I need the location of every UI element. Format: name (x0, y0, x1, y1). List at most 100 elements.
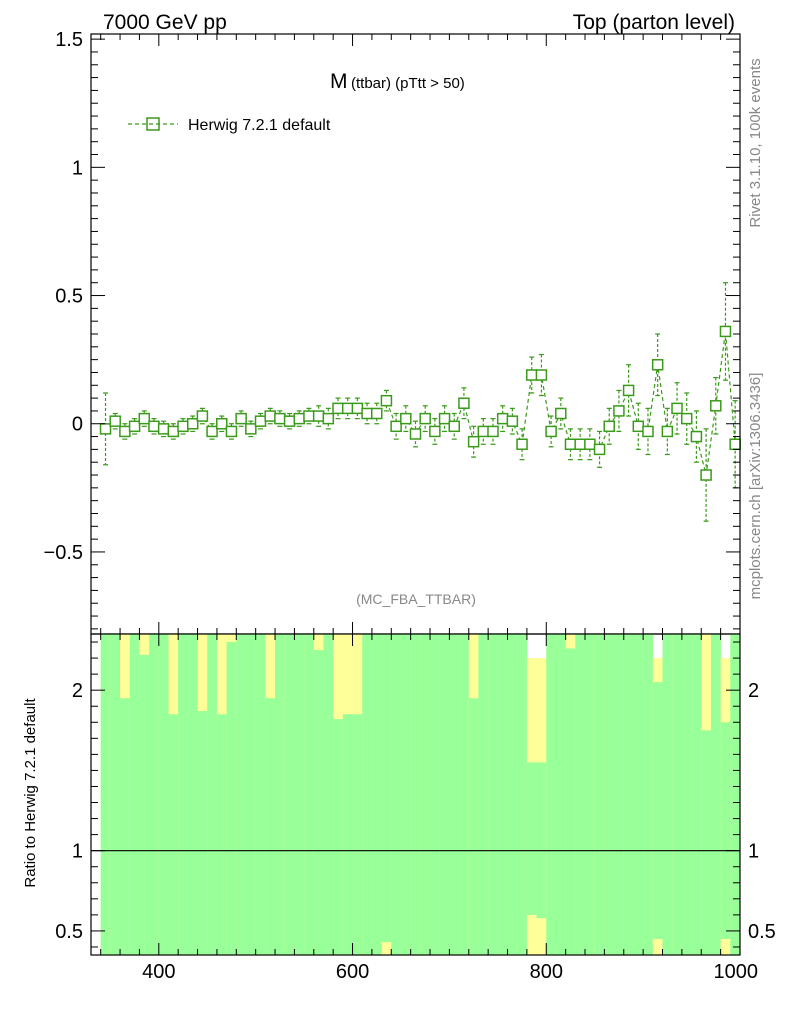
data-point (332, 402, 344, 415)
series-connecting-line (105, 331, 736, 476)
header-energy-label: 7000 GeV pp (103, 11, 227, 34)
data-point (293, 412, 306, 425)
ratio-band-inner (158, 634, 169, 955)
ratio-band-inner (555, 634, 566, 955)
ratio-band-inner (536, 762, 547, 919)
data-point (264, 410, 276, 422)
main-plot-panel: −0.5 0 0.5 1 1.5 M (ttbar) (pTtt > 50) (MC_F… (44, 29, 741, 635)
data-point (361, 407, 373, 420)
data-point (119, 425, 131, 438)
main-axis-ticks (91, 34, 741, 634)
ratio-band-inner (362, 634, 373, 955)
data-point (719, 325, 732, 338)
ratio-band-inner (672, 634, 683, 955)
ratio-band-inner (439, 634, 450, 955)
plot-title-sub: (ttbar) (pTtt > 50) (351, 75, 465, 92)
ratio-band-inner (100, 634, 111, 955)
ratio-band-inner (197, 711, 208, 955)
analysis-tag: (MC_FBA_TTBAR) (356, 591, 476, 607)
ratio-band-inner (507, 634, 518, 955)
ratio-band-inner (371, 634, 382, 955)
data-point (496, 412, 509, 425)
ratio-band-inner (720, 722, 731, 939)
ratio-y-tick-label-left: 1 (72, 841, 83, 863)
y-tick-label: −0.5 (44, 542, 83, 564)
ratio-band-inner (216, 714, 227, 955)
plot-title-main: M (330, 70, 348, 93)
data-point (487, 425, 499, 438)
x-tick-label: 800 (530, 961, 563, 983)
data-point (157, 423, 170, 435)
data-point (99, 423, 112, 435)
ratio-band-inner (342, 714, 353, 955)
data-point (400, 412, 412, 425)
data-point (206, 425, 218, 438)
ratio-band-inner (604, 634, 615, 955)
main-data-marks (99, 282, 741, 522)
data-point (186, 417, 199, 430)
data-point (555, 407, 567, 420)
data-point (516, 438, 528, 451)
data-point (138, 412, 151, 425)
data-point (477, 425, 490, 438)
ratio-band-inner (594, 634, 605, 955)
ratio-band-inner (255, 634, 266, 955)
ratio-band-inner (245, 634, 256, 955)
data-point (196, 410, 209, 422)
data-point (729, 438, 741, 451)
data-point (700, 469, 712, 481)
legend-label: Herwig 7.2.1 default (188, 117, 331, 134)
data-point (429, 425, 441, 438)
data-point (584, 438, 596, 451)
data-point (651, 359, 664, 371)
ratio-band-inner (662, 634, 673, 955)
ratio-band-inner (168, 714, 179, 955)
ratio-band-inner (236, 634, 247, 955)
ratio-uncertainty-bands (100, 634, 741, 955)
y-tick-label: 1 (72, 157, 83, 179)
ratio-band-inner (381, 634, 392, 943)
ratio-band-inner (352, 714, 363, 955)
data-point (225, 425, 238, 438)
ratio-band-inner (614, 634, 625, 955)
ratio-band-inner (701, 730, 712, 955)
ratio-y-axis-label: Ratio to Herwig 7.2.1 default (22, 698, 39, 888)
data-point (642, 425, 654, 438)
x-tick-labels: 400 600 800 1000 (142, 961, 758, 983)
ratio-band-inner (400, 634, 411, 955)
ratio-band-inner (468, 698, 479, 955)
ratio-band-inner (129, 634, 140, 955)
legend-marker (146, 117, 160, 131)
ratio-band-inner (652, 682, 663, 939)
ratio-plot-panel: 0.5 0.5 1 1 2 2 400 600 800 1000 Ratio to Herwig… (22, 633, 776, 983)
data-point (245, 423, 257, 435)
data-point (448, 420, 460, 433)
ratio-band-inner (430, 634, 441, 955)
data-point (680, 412, 693, 425)
data-point (710, 400, 722, 412)
data-point (438, 412, 451, 425)
data-point (574, 438, 586, 451)
rivet-version-label: Rivet 3.1.10, 100k events (747, 58, 764, 227)
data-point (690, 430, 703, 443)
ratio-band-inner (459, 634, 470, 955)
ratio-band-inner (410, 634, 421, 955)
ratio-band-inner (313, 650, 324, 955)
data-point (467, 435, 480, 448)
data-point (177, 420, 189, 433)
data-point (283, 415, 296, 427)
ratio-band-inner (575, 634, 586, 955)
header-process-label: Top (parton level) (573, 11, 735, 34)
ratio-panel-frame (90, 633, 741, 956)
ratio-band-inner (333, 719, 344, 955)
data-point (380, 394, 393, 407)
ratio-band-inner (478, 634, 489, 955)
ratio-band-inner (110, 634, 121, 955)
ratio-y-tick-label-right: 0.5 (748, 921, 776, 943)
data-point (109, 415, 121, 427)
ratio-band-inner (187, 634, 198, 955)
ratio-band-inner (304, 634, 315, 955)
ratio-band-inner (226, 642, 237, 955)
data-point (632, 420, 645, 433)
y-tick-label: 1.5 (55, 29, 83, 51)
